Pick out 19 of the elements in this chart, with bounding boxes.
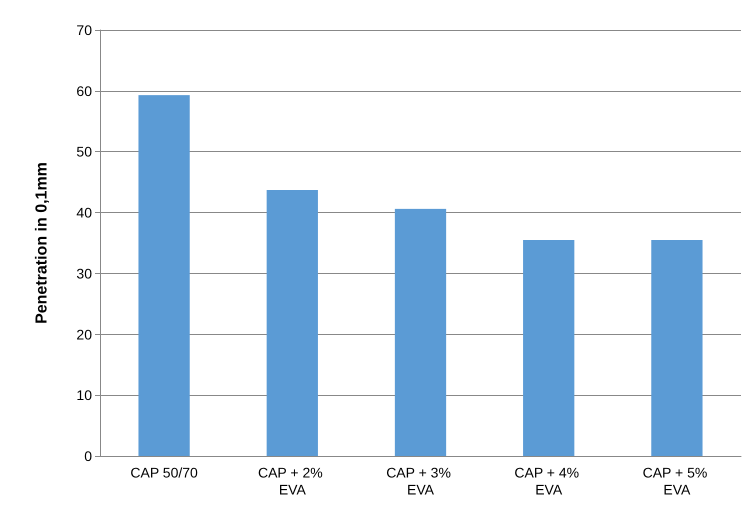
y-tick-label: 40 xyxy=(76,204,92,221)
x-tick-label: CAP + 3% EVA xyxy=(386,464,455,498)
y-tick-label: 70 xyxy=(76,22,92,38)
y-tick-label: 10 xyxy=(76,387,92,404)
x-tick-label: CAP + 4% EVA xyxy=(514,464,584,498)
y-tick-label: 50 xyxy=(76,144,92,160)
x-tick-label: CAP 50/70 xyxy=(130,464,198,480)
x-tick-label: CAP + 5% EVA xyxy=(642,464,712,498)
y-tick-label: 0 xyxy=(84,448,92,464)
bar xyxy=(651,240,703,456)
y-axis-title: Penetration in 0,1mm xyxy=(34,162,50,324)
x-tick-label: CAP + 2% EVA xyxy=(258,464,327,498)
y-tick-label: 30 xyxy=(76,265,92,282)
bar xyxy=(266,190,318,456)
y-tick-label: 60 xyxy=(76,82,92,99)
bar xyxy=(523,240,574,456)
bar xyxy=(394,208,446,456)
bar xyxy=(138,95,190,456)
y-tick-label: 20 xyxy=(76,326,92,342)
